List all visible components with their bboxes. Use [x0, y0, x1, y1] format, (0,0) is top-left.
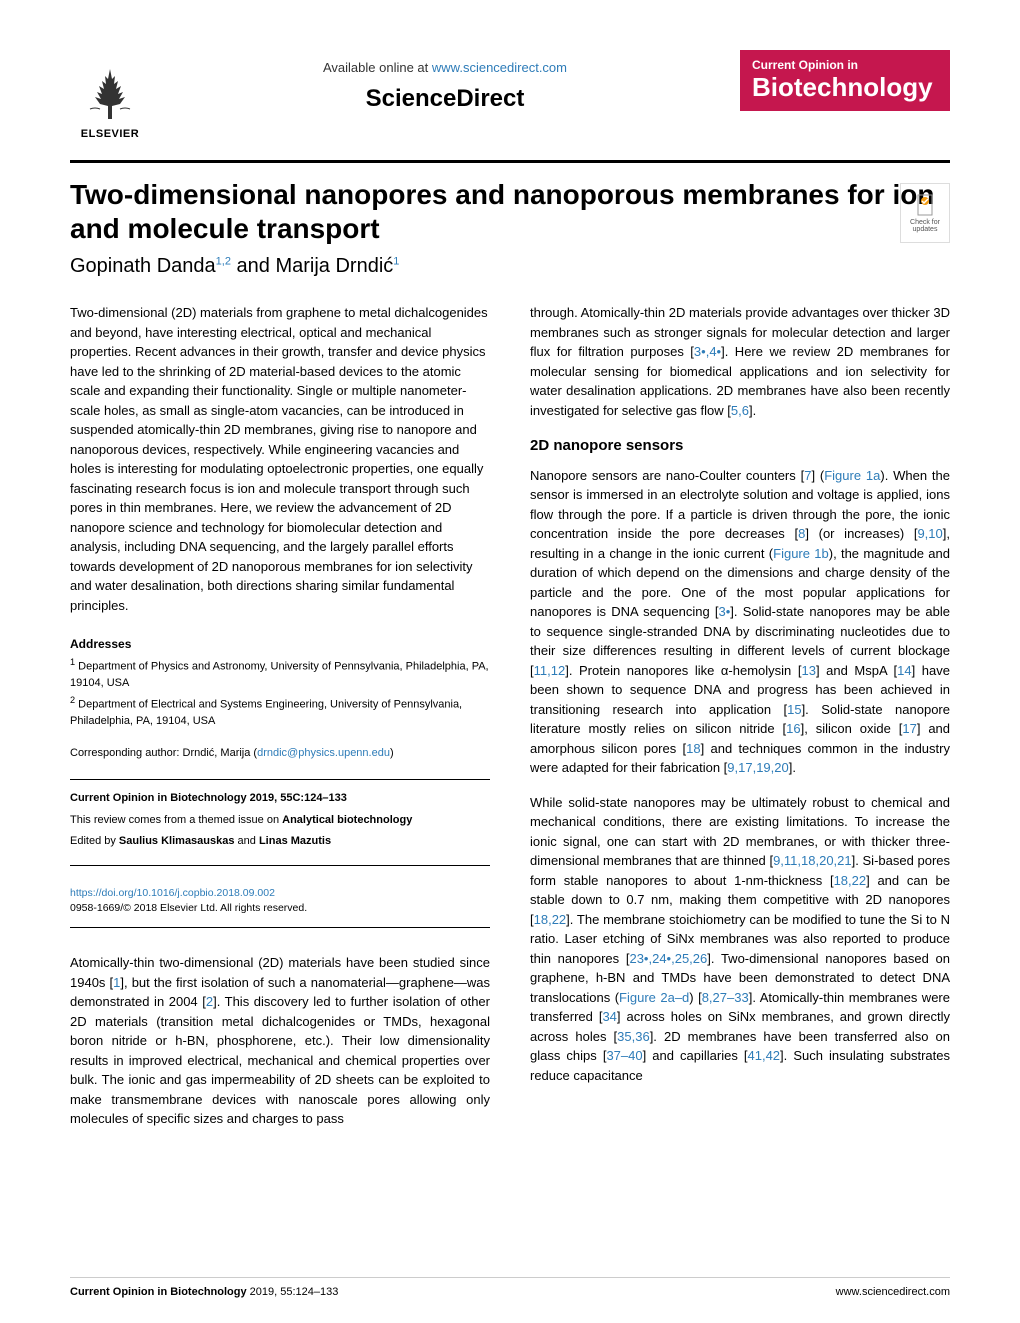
journal-badge: Current Opinion in Biotechnology — [740, 50, 950, 111]
check-updates-label: Check for updates — [901, 219, 949, 233]
title-section: Two-dimensional nanopores and nanoporous… — [70, 160, 950, 278]
article-title: Two-dimensional nanopores and nanoporous… — [70, 178, 950, 245]
sciencedirect-url-link[interactable]: www.sciencedirect.com — [432, 60, 567, 75]
journal-name-bottom: Biotechnology — [752, 72, 938, 103]
check-updates-button[interactable]: Check for updates — [900, 183, 950, 243]
right-para-1: through. Atomically-thin 2D materials pr… — [530, 303, 950, 420]
right-para-3: While solid-state nanopores may be ultim… — [530, 793, 950, 1086]
doi-section: https://doi.org/10.1016/j.copbio.2018.09… — [70, 886, 490, 929]
author-2-affiliation: 1 — [393, 256, 399, 268]
intro-paragraph: Atomically-thin two-dimensional (2D) mat… — [70, 953, 490, 1129]
header-left: ELSEVIER — [70, 50, 150, 140]
available-online-text: Available online at www.sciencedirect.co… — [150, 60, 740, 75]
addresses-block: 1 Department of Physics and Astronomy, U… — [70, 656, 490, 729]
address-1: Department of Physics and Astronomy, Uni… — [70, 661, 489, 690]
editors-line: Edited by Saulius Klimasauskas and Linas… — [70, 833, 490, 850]
authors-line: Gopinath Danda1,2 and Marija Drndić1 — [70, 255, 950, 278]
corresponding-author: Corresponding author: Drndić, Marija (dr… — [70, 745, 490, 762]
header-center: Available online at www.sciencedirect.co… — [150, 50, 740, 113]
two-column-layout: Two-dimensional (2D) materials from grap… — [70, 303, 950, 1143]
doi-link[interactable]: https://doi.org/10.1016/j.copbio.2018.09… — [70, 887, 275, 899]
sciencedirect-logo: ScienceDirect — [150, 85, 740, 113]
page-header: ELSEVIER Available online at www.science… — [70, 50, 950, 140]
corresponding-email-link[interactable]: drndic@physics.upenn.edu — [257, 747, 390, 759]
page-footer: Current Opinion in Biotechnology 2019, 5… — [70, 1277, 950, 1298]
review-info-box: Current Opinion in Biotechnology 2019, 5… — [70, 779, 490, 866]
elsevier-logo: ELSEVIER — [70, 50, 150, 140]
header-right: Current Opinion in Biotechnology — [740, 50, 950, 111]
publisher-name: ELSEVIER — [81, 128, 139, 140]
right-para-2: Nanopore sensors are nano-Coulter counte… — [530, 466, 950, 778]
elsevier-tree-icon — [80, 64, 140, 124]
right-column: through. Atomically-thin 2D materials pr… — [530, 303, 950, 1143]
citation-line: Current Opinion in Biotechnology 2019, 5… — [70, 790, 490, 807]
abstract-text: Two-dimensional (2D) materials from grap… — [70, 303, 490, 615]
left-column: Two-dimensional (2D) materials from grap… — [70, 303, 490, 1143]
addresses-heading: Addresses — [70, 635, 490, 653]
check-updates-icon — [915, 193, 935, 217]
copyright-line: 0958-1669/© 2018 Elsevier Ltd. All right… — [70, 901, 490, 917]
footer-right: www.sciencedirect.com — [836, 1286, 950, 1298]
journal-name-top: Current Opinion in — [752, 58, 938, 72]
section-heading-2d-nanopore: 2D nanopore sensors — [530, 435, 950, 458]
author-2: Marija Drndić — [275, 255, 393, 277]
author-1-affiliation: 1,2 — [216, 256, 231, 268]
author-1: Gopinath Danda — [70, 255, 216, 277]
themed-issue-line: This review comes from a themed issue on… — [70, 812, 490, 829]
footer-left: Current Opinion in Biotechnology 2019, 5… — [70, 1286, 338, 1298]
address-2: Department of Electrical and Systems Eng… — [70, 699, 462, 728]
